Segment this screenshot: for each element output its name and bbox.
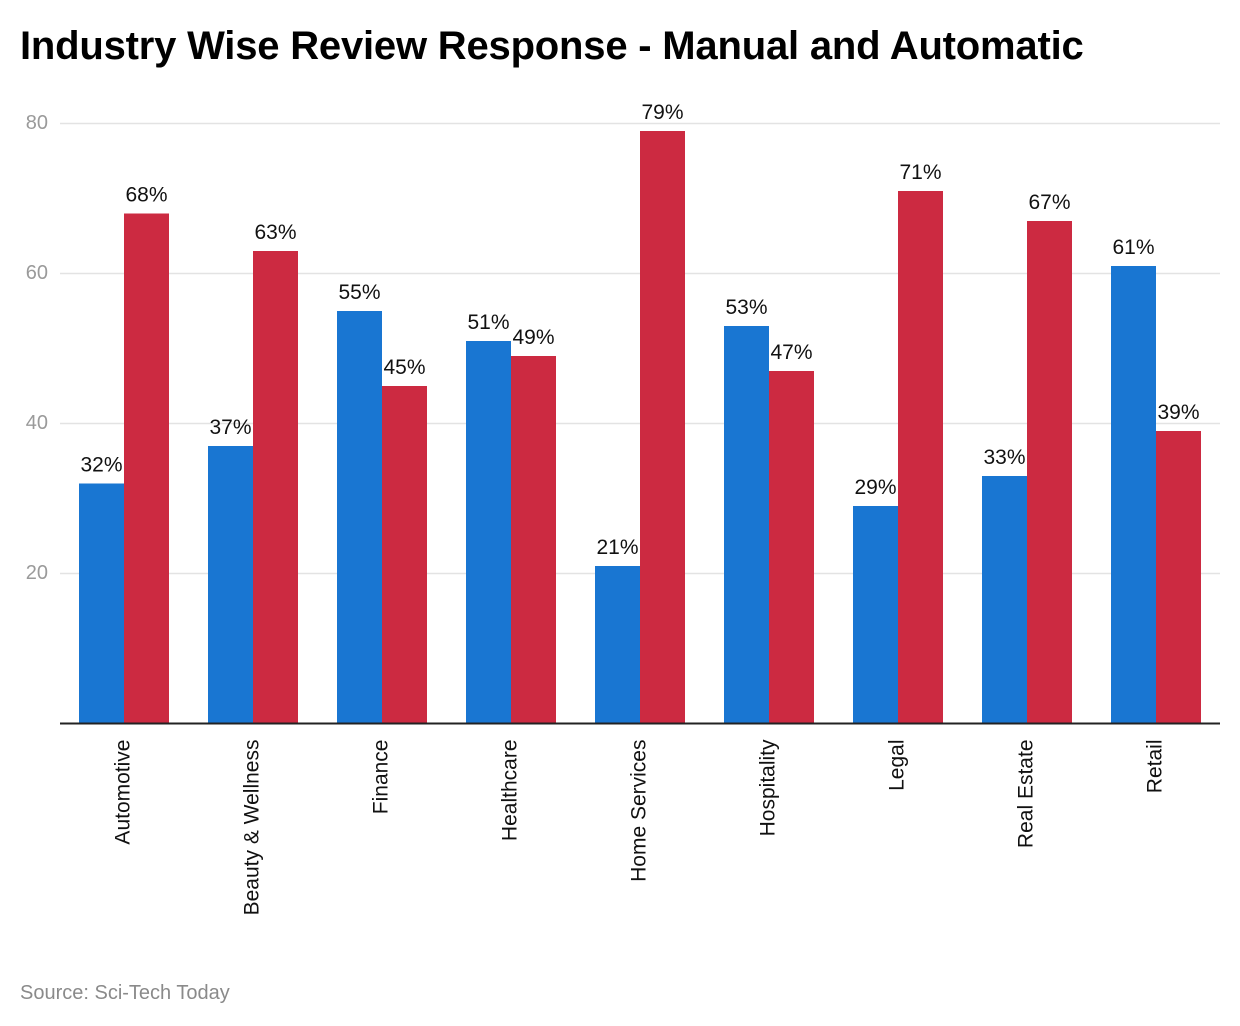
bar-red-5 [769, 371, 814, 724]
bar-red-8 [1156, 431, 1201, 724]
data-label-blue-8: 61% [1112, 236, 1154, 259]
category-label-7: Real Estate [1015, 740, 1038, 849]
bar-red-1 [253, 251, 298, 724]
bar-red-0 [124, 213, 169, 724]
data-label-red-6: 71% [899, 161, 941, 184]
category-label-8: Retail [1144, 740, 1167, 794]
bar-red-4 [640, 131, 685, 724]
category-label-1: Beauty & Wellness [241, 740, 264, 916]
category-label-5: Hospitality [757, 739, 780, 836]
data-label-red-5: 47% [770, 341, 812, 364]
bar-blue-6 [853, 506, 898, 724]
category-label-6: Legal [886, 740, 909, 791]
data-label-blue-5: 53% [725, 296, 767, 319]
data-label-red-7: 67% [1028, 191, 1070, 214]
y-axis-tick-labels: 20 40 60 80 [26, 112, 48, 584]
data-label-blue-7: 33% [983, 446, 1025, 469]
y-tick-label-60: 60 [26, 262, 48, 284]
bar-blue-3 [466, 341, 511, 724]
bar-blue-1 [208, 446, 253, 724]
bar-blue-0 [79, 483, 124, 724]
x-axis-category-labels: Automotive Beauty & Wellness Finance Health… [112, 739, 1167, 915]
bar-blue-8 [1111, 266, 1156, 724]
data-label-blue-3: 51% [467, 311, 509, 334]
data-labels: 32% 68% 37% 63% 55% 45% 51%49% 21% 79% 53%47% 29% 7… [80, 101, 1199, 559]
bar-red-3 [511, 356, 556, 724]
bar-blue-7 [982, 476, 1027, 724]
data-label-red-2: 45% [383, 356, 425, 379]
data-label-red-0: 68% [125, 184, 167, 207]
source-note: Source: Sci-Tech Today [20, 982, 230, 1004]
bars [79, 131, 1201, 724]
category-label-2: Finance [370, 740, 393, 815]
data-label-red-8: 39% [1157, 401, 1199, 424]
y-tick-label-20: 20 [26, 562, 48, 584]
category-label-3: Healthcare [499, 740, 522, 842]
data-label-blue-1: 37% [209, 416, 251, 439]
chart-title: Industry Wise Review Response - Manual a… [20, 24, 1084, 68]
data-label-blue-6: 29% [854, 476, 896, 499]
data-label-blue-0: 32% [80, 454, 122, 477]
y-tick-label-80: 80 [26, 112, 48, 134]
bar-red-7 [1027, 221, 1072, 724]
data-label-red-1: 63% [254, 221, 296, 244]
bar-blue-2 [337, 311, 382, 724]
category-label-0: Automotive [112, 740, 135, 845]
data-label-blue-2: 55% [338, 281, 380, 304]
y-tick-label-40: 40 [26, 412, 48, 434]
category-label-4: Home Services [628, 740, 651, 882]
data-label-red-3: 49% [512, 326, 554, 349]
bar-red-6 [898, 191, 943, 724]
bar-blue-4 [595, 566, 640, 724]
data-label-blue-4: 21% [596, 536, 638, 559]
bar-red-2 [382, 386, 427, 724]
data-label-red-4: 79% [641, 101, 683, 124]
bar-blue-5 [724, 326, 769, 724]
